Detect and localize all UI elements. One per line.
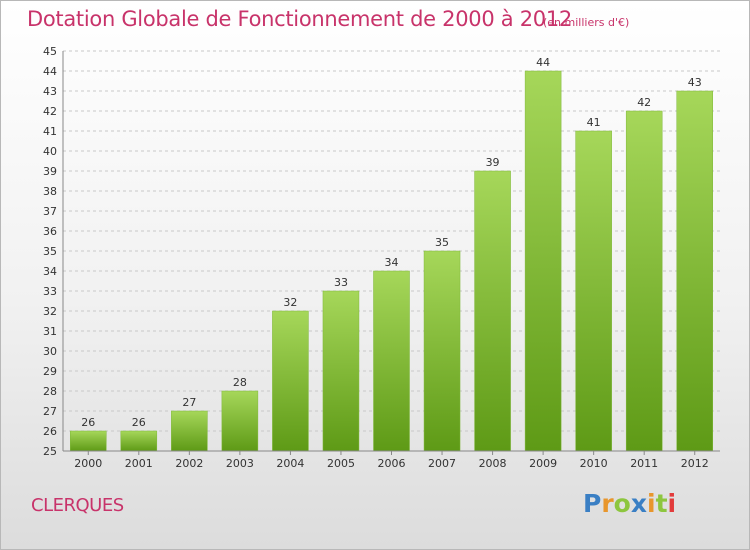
x-tick-label: 2009 bbox=[529, 457, 557, 470]
value-label: 26 bbox=[81, 416, 95, 429]
logo-letter: r bbox=[601, 489, 614, 518]
bar-2003 bbox=[221, 390, 259, 452]
y-tick-label: 30 bbox=[43, 345, 57, 358]
value-label: 39 bbox=[486, 156, 500, 169]
y-tick-label: 36 bbox=[43, 225, 57, 238]
bar-2012 bbox=[676, 90, 713, 452]
x-tick-label: 2012 bbox=[681, 457, 709, 470]
value-label: 27 bbox=[182, 396, 196, 409]
x-tick-label: 2000 bbox=[74, 457, 102, 470]
value-label: 34 bbox=[385, 256, 399, 269]
y-tick-label: 34 bbox=[43, 265, 57, 278]
value-label: 43 bbox=[688, 76, 702, 89]
value-label: 44 bbox=[536, 56, 550, 69]
x-tick-label: 2006 bbox=[378, 457, 406, 470]
value-label: 26 bbox=[132, 416, 146, 429]
y-tick-label: 35 bbox=[43, 245, 57, 258]
value-label: 33 bbox=[334, 276, 348, 289]
value-label: 35 bbox=[435, 236, 449, 249]
logo-letter: P bbox=[583, 489, 602, 518]
bar-2008 bbox=[474, 170, 511, 452]
y-tick-label: 44 bbox=[43, 65, 57, 78]
x-tick-label: 2001 bbox=[125, 457, 153, 470]
y-tick-label: 38 bbox=[43, 185, 57, 198]
y-tick-label: 45 bbox=[43, 45, 57, 58]
bar-2007 bbox=[423, 250, 461, 452]
value-labels: 26 26 27 28 32 33 34 35 39 44 41 42 43 bbox=[81, 56, 701, 429]
y-tick-label: 31 bbox=[43, 325, 57, 338]
value-label: 41 bbox=[587, 116, 601, 129]
bar-2004 bbox=[272, 310, 309, 452]
x-tick-label: 2002 bbox=[175, 457, 203, 470]
bar-2009 bbox=[524, 70, 562, 452]
y-tick-label: 39 bbox=[43, 165, 57, 178]
commune-name: CLERQUES bbox=[31, 495, 124, 516]
y-tick-label: 41 bbox=[43, 125, 57, 138]
y-tick-label: 27 bbox=[43, 405, 57, 418]
proxiti-logo: Proxiti bbox=[583, 489, 676, 518]
y-tick-label: 42 bbox=[43, 105, 57, 118]
y-axis-ticks: 25 26 27 28 29 30 31 32 33 34 35 36 37 38 39 40 41 42 43 44… bbox=[43, 45, 57, 458]
x-tick-label: 2003 bbox=[226, 457, 254, 470]
bar-2006 bbox=[373, 270, 410, 452]
y-tick-label: 25 bbox=[43, 445, 57, 458]
axes bbox=[62, 51, 720, 452]
logo-letter: i bbox=[667, 489, 677, 518]
y-tick-label: 33 bbox=[43, 285, 57, 298]
x-axis-ticks: 2000 2001 2002 2003 2004 2005 2006 2007 2008 2009… bbox=[74, 451, 709, 470]
bar-2002 bbox=[171, 410, 208, 452]
logo-letter: o bbox=[613, 489, 631, 518]
bar-2010 bbox=[575, 130, 612, 452]
x-tick-label: 2007 bbox=[428, 457, 456, 470]
y-tick-label: 37 bbox=[43, 205, 57, 218]
y-tick-label: 28 bbox=[43, 385, 57, 398]
value-label: 42 bbox=[637, 96, 651, 109]
value-label: 32 bbox=[283, 296, 297, 309]
bar-2011 bbox=[625, 110, 663, 452]
x-tick-label: 2010 bbox=[580, 457, 608, 470]
x-tick-label: 2011 bbox=[630, 457, 658, 470]
chart-subtitle: (en milliers d'€) bbox=[543, 16, 630, 29]
y-tick-label: 40 bbox=[43, 145, 57, 158]
bar-2001 bbox=[120, 430, 158, 452]
logo-letter: x bbox=[630, 489, 647, 518]
chart-title: Dotation Globale de Fonctionnement de 20… bbox=[27, 7, 572, 31]
logo-letter: i bbox=[647, 489, 656, 518]
y-tick-label: 26 bbox=[43, 425, 57, 438]
x-tick-label: 2004 bbox=[276, 457, 304, 470]
y-tick-label: 29 bbox=[43, 365, 57, 378]
y-tick-label: 32 bbox=[43, 305, 57, 318]
y-tick-label: 43 bbox=[43, 85, 57, 98]
logo-letter: t bbox=[655, 489, 668, 518]
x-tick-label: 2005 bbox=[327, 457, 355, 470]
bar-2000 bbox=[70, 430, 107, 452]
x-tick-label: 2008 bbox=[479, 457, 507, 470]
value-label: 28 bbox=[233, 376, 247, 389]
bar-2005 bbox=[322, 290, 360, 452]
bars bbox=[70, 70, 713, 452]
